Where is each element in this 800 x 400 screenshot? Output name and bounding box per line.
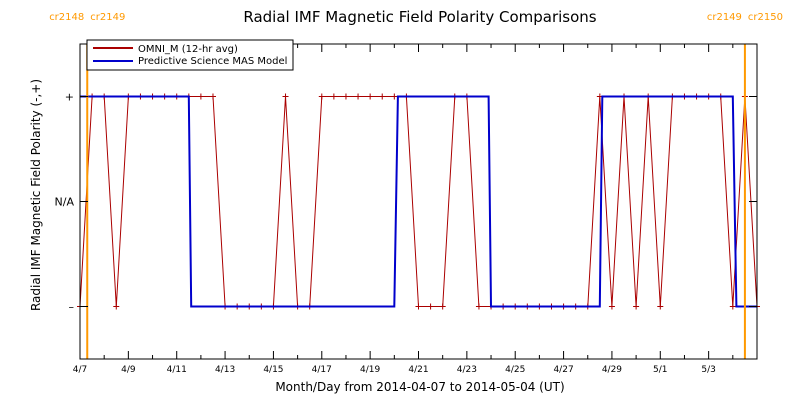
x-tick-label: 5/3 xyxy=(701,365,715,375)
plot-frame xyxy=(79,43,758,360)
omni-data-point xyxy=(197,93,204,100)
omni-data-point xyxy=(391,93,398,100)
x-tick-label: 4/25 xyxy=(505,365,525,375)
legend: OMNI_M (12-hr avg) Predictive Science MA… xyxy=(86,39,294,71)
legend-box xyxy=(86,39,294,71)
mas-series-line xyxy=(80,95,757,308)
x-tick-label: 4/19 xyxy=(360,365,380,375)
carrington-label-after: cr2150 xyxy=(748,12,783,23)
x-tick-label: 4/7 xyxy=(73,365,87,375)
omni-data-point xyxy=(342,93,349,100)
omni-data-point xyxy=(282,93,289,100)
x-tick-label: 4/29 xyxy=(602,365,622,375)
axes: 4/7 4/9 4/11 4/13 4/15 4/17 4/19 4/21 4/23 4/25 4/… xyxy=(55,43,758,375)
x-tick-label: 4/17 xyxy=(312,365,332,375)
y-axis-label: Radial IMF Magnetic Field Polarity (-,+) xyxy=(29,79,43,311)
omni-data-point xyxy=(439,303,446,310)
omni-data-point xyxy=(113,303,120,310)
omni-data-point xyxy=(367,93,374,100)
omni-data-point xyxy=(318,93,325,100)
omni-data-point xyxy=(427,303,434,310)
x-tick-label: 4/13 xyxy=(215,365,235,375)
series-layer xyxy=(77,93,760,310)
x-tick-label: 5/1 xyxy=(653,365,667,375)
x-axis-label: Month/Day from 2014-04-07 to 2014-05-04 … xyxy=(275,380,564,394)
carrington-label-before: cr2149 xyxy=(707,12,742,23)
omni-series-line xyxy=(79,96,758,307)
y-tick-label: + xyxy=(65,91,74,104)
x-tick-label: 4/11 xyxy=(167,365,187,375)
x-tick-label: 4/21 xyxy=(408,365,428,375)
y-tick-label: – xyxy=(69,301,75,314)
y-tick-label: N/A xyxy=(55,196,75,209)
x-tick-label: 4/9 xyxy=(121,365,136,375)
carrington-label-before: cr2148 xyxy=(49,12,84,23)
omni-data-point xyxy=(608,303,615,310)
omni-data-point xyxy=(475,303,482,310)
x-tick-label: 4/27 xyxy=(553,365,573,375)
legend-label-mas: Predictive Science MAS Model xyxy=(138,56,287,67)
omni-data-point xyxy=(633,303,640,310)
x-tick-label: 4/23 xyxy=(457,365,477,375)
legend-label-omni: OMNI_M (12-hr avg) xyxy=(138,44,238,55)
omni-data-point xyxy=(330,93,337,100)
carrington-label-after: cr2149 xyxy=(90,12,125,23)
x-tick-label: 4/15 xyxy=(263,365,283,375)
omni-data-point xyxy=(415,303,422,310)
omni-data-point xyxy=(729,303,736,310)
omni-data-point xyxy=(379,93,386,100)
omni-data-point xyxy=(355,93,362,100)
chart-title: Radial IMF Magnetic Field Polarity Compa… xyxy=(243,8,596,26)
omni-data-point xyxy=(209,93,216,100)
omni-data-point xyxy=(657,303,664,310)
